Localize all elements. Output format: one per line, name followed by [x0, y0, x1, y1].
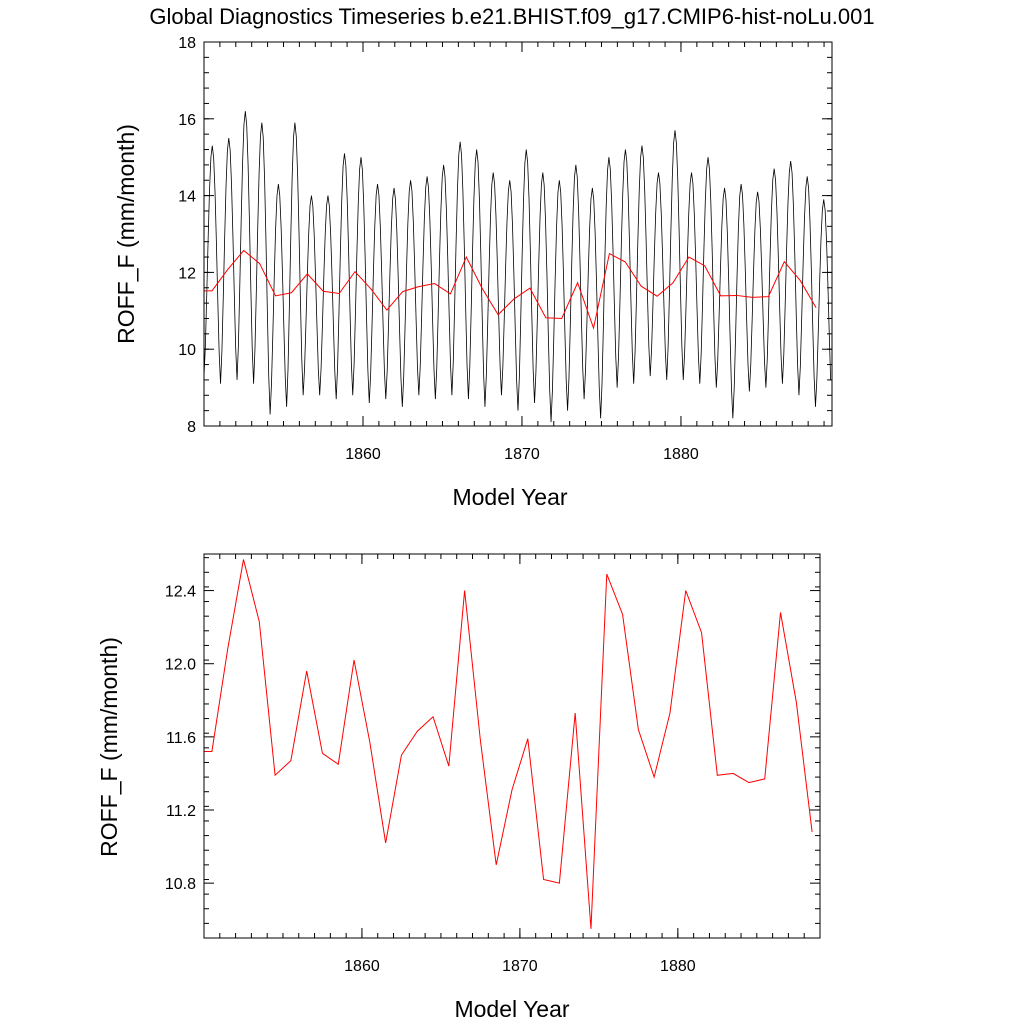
bottom-panel-ticks: [204, 554, 820, 939]
x-tick-label: 1870: [502, 958, 538, 975]
bottom-panel: 1860 1870 1880 10.8 11.2 11.6 12.0 12.4 Model Y…: [96, 553, 821, 1022]
x-tick-label: 1860: [344, 958, 380, 975]
top-panel-frame: [203, 41, 833, 427]
y-tick-label: 8: [187, 419, 196, 436]
y-tick-label: 14: [178, 189, 196, 206]
y-tick-label: 11.2: [166, 803, 196, 820]
x-tick-label: 1880: [663, 446, 699, 463]
bottom-panel-lines: [204, 559, 813, 929]
y-tick-label: 10.8: [165, 876, 196, 893]
figure-title: Global Diagnostics Timeseries b.e21.BHIS…: [149, 4, 874, 29]
top-panel-lines: [203, 111, 832, 423]
x-tick-label: 1870: [504, 446, 540, 463]
y-tick-label: 12: [178, 265, 196, 282]
monthly-series-line: [203, 111, 832, 423]
x-tick-label: 1860: [345, 446, 381, 463]
y-tick-label: 12.4: [165, 584, 196, 601]
bottom-panel-frame: [203, 553, 821, 939]
top-x-axis-label: Model Year: [452, 484, 567, 510]
bottom-x-axis-label: Model Year: [454, 996, 569, 1022]
y-tick-label: 11.6: [166, 730, 196, 747]
y-tick-label: 16: [178, 112, 196, 129]
y-tick-label: 10: [178, 342, 196, 359]
x-tick-label: 1880: [660, 958, 696, 975]
y-tick-label: 18: [178, 35, 196, 52]
top-panel: 1860 1870 1880 8 10 12 14 16 18 Model Year ROFF_…: [113, 35, 833, 510]
top-panel-ticks: [204, 41, 832, 427]
annual-mean-series-line: [204, 559, 813, 929]
top-panel-tick-labels: 1860 1870 1880 8 10 12 14 16 18: [178, 35, 699, 463]
top-y-axis-label: ROFF_F (mm/month): [113, 124, 139, 344]
bottom-y-axis-label: ROFF_F (mm/month): [96, 637, 122, 857]
annual-mean-series-line: [204, 249, 817, 330]
y-tick-label: 12.0: [165, 657, 196, 674]
bottom-panel-tick-labels: 1860 1870 1880 10.8 11.2 11.6 12.0 12.4: [165, 584, 696, 975]
